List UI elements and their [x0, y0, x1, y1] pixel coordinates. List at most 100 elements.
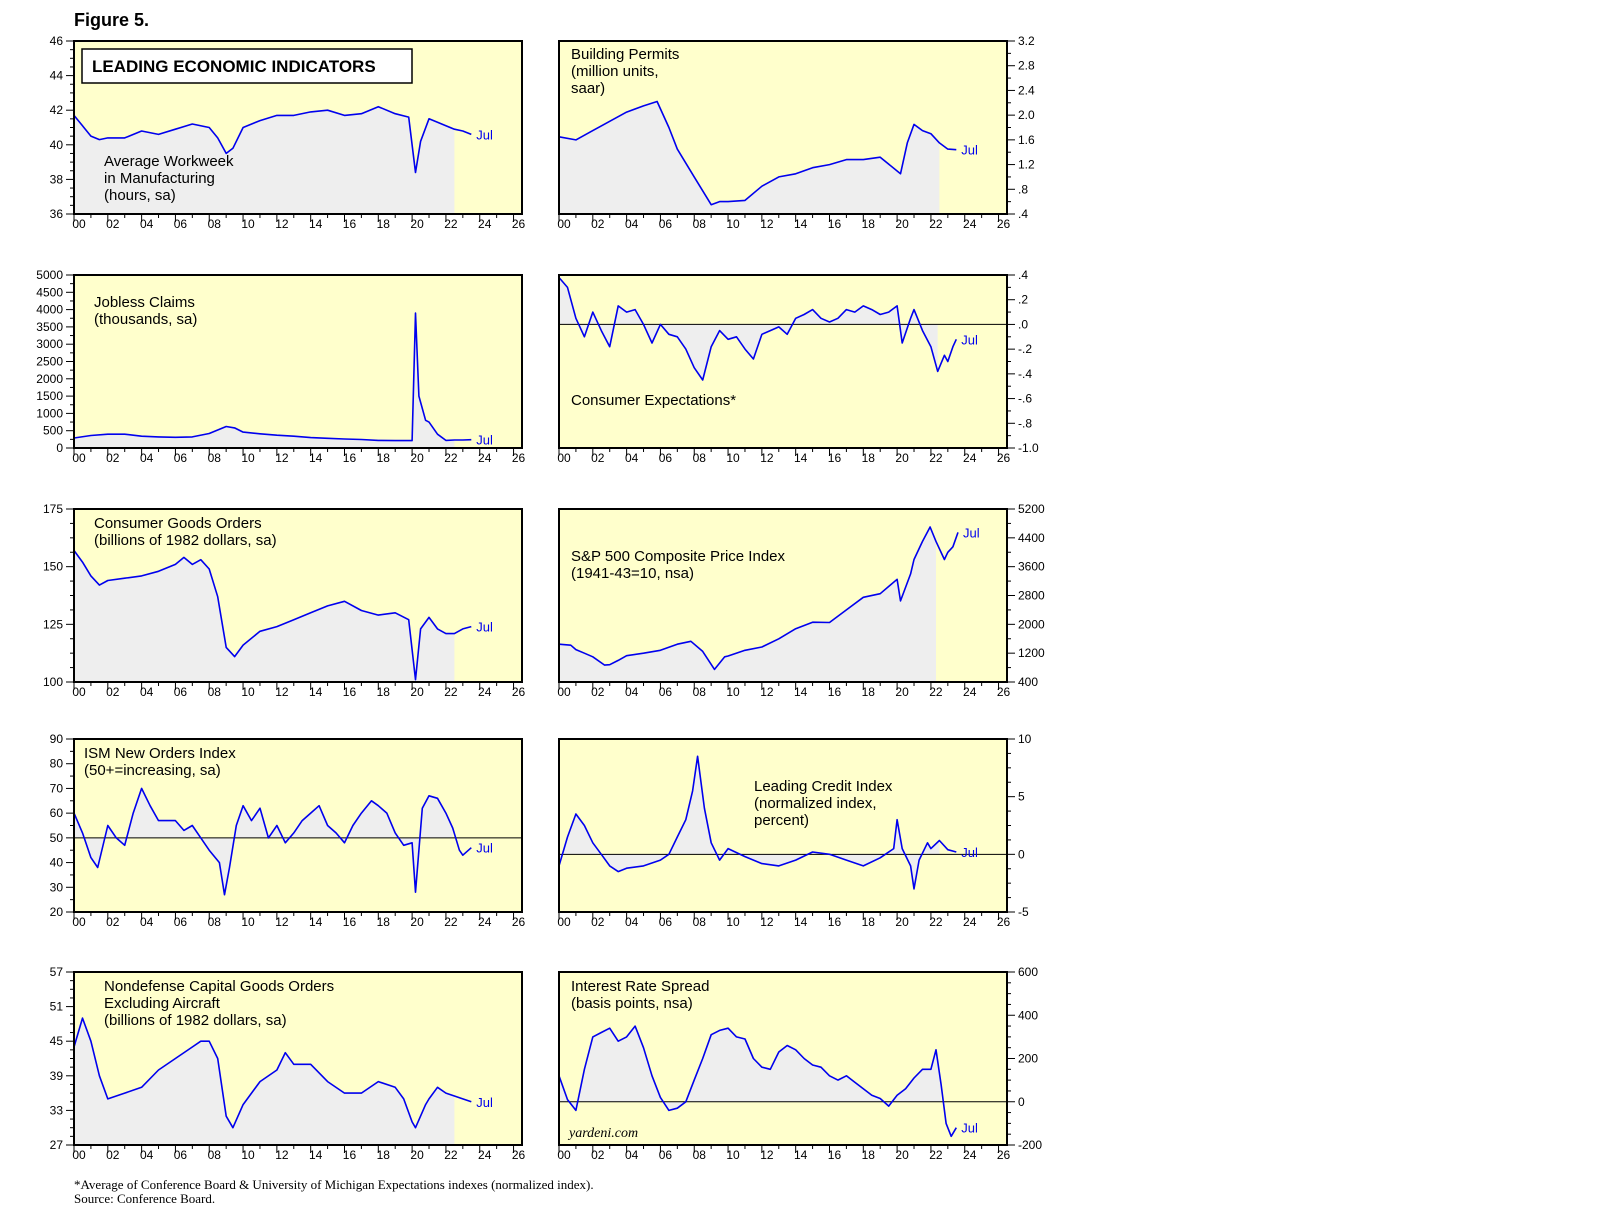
y-tick-label: 2.8	[1018, 59, 1035, 73]
series-label: in Manufacturing	[104, 170, 215, 187]
y-tick-label: -.4	[1018, 367, 1032, 381]
x-tick-label: 14	[794, 451, 808, 465]
x-tick-label: 08	[693, 217, 707, 231]
x-tick-label: 14	[309, 915, 323, 929]
panel-expectations: 00 02 04 06 08 10 12 14 16 18 20 22 24 26 -1.0 -.8 -.6 -.…	[557, 268, 1039, 465]
x-tick-label: 10	[241, 915, 255, 929]
x-tick-label: 22	[929, 1148, 943, 1162]
x-tick-label: 08	[693, 685, 707, 699]
x-tick-label: 16	[343, 1148, 357, 1162]
y-tick-label: 1500	[36, 389, 63, 403]
x-tick-label: 18	[862, 685, 876, 699]
y-tick-label: 1200	[1018, 646, 1045, 660]
series-label: (hours, sa)	[104, 187, 176, 204]
x-tick-label: 06	[659, 451, 673, 465]
x-tick-label: 22	[929, 217, 943, 231]
x-tick-label: 18	[862, 1148, 876, 1162]
x-tick-label: 12	[275, 217, 289, 231]
y-tick-label: 4000	[36, 303, 63, 317]
x-tick-label: 16	[828, 1148, 842, 1162]
x-tick-label: 10	[726, 915, 740, 929]
end-label: Jul	[476, 620, 493, 635]
y-tick-label: 4500	[36, 285, 63, 299]
x-tick-label: 10	[726, 217, 740, 231]
panel-background	[74, 275, 522, 448]
x-tick-label: 24	[963, 451, 977, 465]
x-tick-label: 10	[241, 451, 255, 465]
x-tick-label: 22	[444, 217, 458, 231]
x-tick-label: 22	[444, 915, 458, 929]
series-label: Nondefense Capital Goods Orders	[104, 978, 334, 995]
y-tick-label: 2.4	[1018, 83, 1035, 97]
x-tick-label: 04	[140, 451, 154, 465]
x-tick-label: 18	[377, 1148, 391, 1162]
end-label: Jul	[476, 433, 493, 448]
x-tick-label: 02	[106, 685, 120, 699]
x-tick-label: 22	[444, 451, 458, 465]
y-tick-label: 42	[50, 103, 64, 117]
x-tick-label: 10	[726, 451, 740, 465]
y-tick-label: 33	[50, 1103, 64, 1117]
x-tick-label: 24	[963, 217, 977, 231]
series-fill	[74, 1018, 455, 1145]
x-tick-label: 14	[794, 685, 808, 699]
y-tick-label: 20	[50, 905, 64, 919]
y-tick-label: 3000	[36, 337, 63, 351]
series-label: percent)	[754, 812, 809, 829]
series-line	[73, 105, 472, 174]
y-tick-label: -200	[1018, 1138, 1042, 1152]
x-tick-label: 20	[410, 1148, 424, 1162]
x-tick-label: 08	[693, 1148, 707, 1162]
x-tick-label: 00	[557, 217, 571, 231]
series-label: (normalized index,	[754, 795, 877, 812]
y-tick-label: .0	[1018, 317, 1028, 331]
watermark-text: yardeni.com	[567, 1126, 638, 1141]
x-tick-label: 12	[275, 685, 289, 699]
y-tick-label: 3.2	[1018, 34, 1035, 48]
x-tick-label: 02	[106, 451, 120, 465]
series-label: Jobless Claims	[94, 294, 195, 311]
x-tick-label: 24	[963, 685, 977, 699]
y-tick-label: 27	[50, 1138, 64, 1152]
y-tick-label: 400	[1018, 1008, 1038, 1022]
title-box	[81, 48, 413, 84]
x-tick-label: 04	[625, 451, 639, 465]
x-tick-label: 12	[760, 685, 774, 699]
x-tick-label: 26	[512, 1148, 526, 1162]
y-tick-label: 80	[50, 757, 64, 771]
series-label: Interest Rate Spread	[571, 978, 709, 995]
series-fill	[74, 106, 455, 214]
x-tick-label: 16	[343, 217, 357, 231]
end-label: Jul	[961, 1121, 978, 1136]
x-tick-label: 14	[309, 217, 323, 231]
y-tick-label: 30	[50, 880, 64, 894]
x-tick-label: 08	[208, 1148, 222, 1162]
y-tick-label: 39	[50, 1069, 64, 1083]
x-tick-label: 04	[140, 685, 154, 699]
y-tick-label: 50	[50, 831, 64, 845]
y-tick-label: 2800	[1018, 589, 1045, 603]
x-tick-label: 04	[625, 685, 639, 699]
x-tick-label: 24	[478, 685, 492, 699]
y-tick-label: .4	[1018, 207, 1028, 221]
x-tick-label: 04	[140, 1148, 154, 1162]
y-tick-label: 5000	[36, 268, 63, 282]
series-fill	[559, 101, 940, 214]
y-tick-label: 3500	[36, 320, 63, 334]
y-tick-label: 150	[43, 560, 63, 574]
x-tick-label: 12	[275, 1148, 289, 1162]
panel-background	[559, 739, 1007, 912]
x-tick-label: 20	[895, 915, 909, 929]
series-line	[73, 550, 472, 681]
y-tick-label: -.6	[1018, 392, 1032, 406]
y-tick-label: -5	[1018, 905, 1029, 919]
y-tick-label: .8	[1018, 182, 1028, 196]
y-tick-label: .2	[1018, 293, 1028, 307]
x-tick-label: 26	[512, 915, 526, 929]
series-line	[73, 1017, 472, 1129]
end-label: Jul	[476, 1095, 493, 1110]
panel-rate-spread: 00 02 04 06 08 10 12 14 16 18 20 22 24 26 -200 0 200 400 6…	[557, 965, 1042, 1162]
y-tick-label: 200	[1018, 1052, 1038, 1066]
footnote: *Average of Conference Board & Universit…	[74, 1177, 594, 1192]
